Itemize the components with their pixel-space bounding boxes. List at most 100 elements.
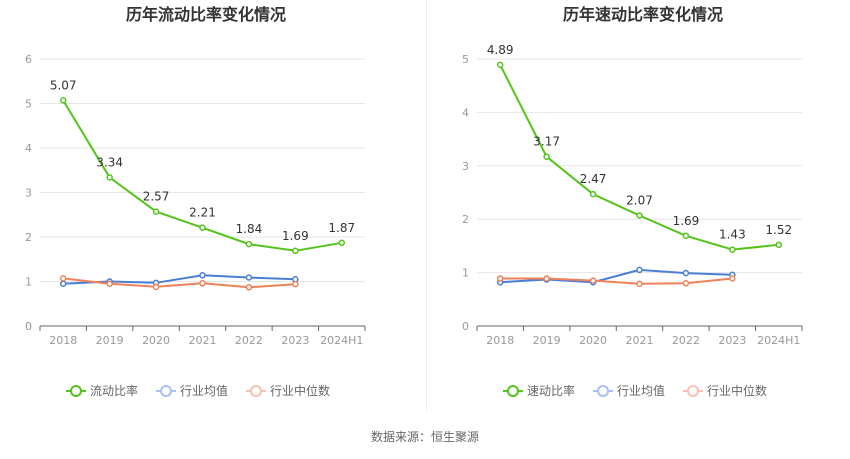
data-label: 1.43 [719,228,746,242]
y-tick-label: 0 [25,320,32,333]
legend-label: 行业均值 [617,383,665,398]
legend-item-3: 行业中位数 [683,383,767,398]
x-tick-label: 2023 [281,334,309,347]
y-tick-label: 5 [25,98,32,111]
data-label: 4.89 [487,43,514,57]
y-tick-label: 0 [462,320,469,333]
data-label: 1.69 [282,229,309,243]
y-tick-label: 1 [462,267,469,280]
data-point [59,280,67,287]
data-point [682,269,690,277]
data-label: 2.47 [580,172,607,186]
legend-item-2: 行业均值 [156,383,228,398]
data-point [589,277,597,284]
data-point [292,280,299,288]
data-label: 2.57 [143,190,170,204]
data-point [245,240,253,248]
x-tick-label: 2018 [49,334,77,347]
data-label: 1.87 [328,221,355,235]
data-label: 2.07 [626,193,653,207]
x-tick-label: 2021 [626,334,654,347]
data-label: 3.34 [96,155,123,169]
legend-label: 流动比率 [90,383,138,398]
y-tick-label: 6 [25,53,32,66]
x-tick-label: 2020 [142,334,170,347]
x-tick-label: 2022 [672,334,700,347]
x-tick-label: 2021 [189,334,217,347]
data-point [106,280,113,287]
data-point [59,275,67,282]
data-point [636,280,643,288]
data-point [106,174,113,181]
data-point [775,241,783,249]
data-label: 5.07 [50,78,77,92]
data-point [682,280,690,287]
data-point [496,275,504,282]
data-point [152,283,160,291]
x-tick-label: 2022 [235,334,263,347]
data-point [245,284,253,291]
current-ratio-chart: 历年流动比率变化情况 0 1 2 3 4 5 6 2018 2019 2020 2021 2022 202… [25,5,366,398]
x-tick-label: 2024H1 [320,334,363,347]
quick-ratio-chart: 历年速动比率变化情况 0 1 2 3 4 5 2018 2019 2020 2021 2022 2023… [462,5,803,398]
data-point [496,61,504,69]
y-tick-label: 5 [462,53,469,66]
data-point [245,274,253,281]
legend-item-1: 流动比率 [66,383,138,398]
data-point [59,97,67,104]
y-tick-label: 1 [25,276,32,289]
data-point [199,224,206,231]
y-tick-label: 3 [25,187,32,200]
data-point [636,212,643,219]
legend-swatch-marker [160,385,172,397]
data-point [152,208,160,215]
legend-item-3: 行业中位数 [246,383,330,398]
legend-item-1: 速动比率 [503,383,575,398]
data-label: 3.17 [533,135,560,149]
x-tick-label: 2024H1 [757,334,800,347]
data-point [682,232,690,240]
data-label: 1.69 [673,214,700,228]
data-point [199,272,206,279]
chart-divider [426,0,427,410]
data-source: 数据来源：恒生聚源 [370,430,479,444]
y-tick-label: 4 [462,106,469,119]
data-point [543,153,550,160]
y-tick-label: 2 [25,231,32,244]
data-point [292,247,299,255]
chart-title: 历年流动比率变化情况 [126,5,286,24]
y-tick-label: 2 [462,213,469,226]
data-point [729,246,736,253]
legend-item-2: 行业均值 [593,383,665,398]
series-line-1 [499,64,779,251]
series-line-3 [500,277,733,285]
data-label: 1.52 [765,223,792,237]
data-label: 2.21 [189,206,216,220]
legend-swatch-marker [507,385,519,397]
data-point [636,266,643,274]
legend-label: 行业中位数 [707,383,767,398]
data-point [543,275,550,282]
data-point [589,190,597,198]
data-label: 1.84 [236,222,263,236]
x-tick-label: 2018 [486,334,514,347]
data-point [199,280,206,287]
data-point [338,239,346,247]
y-tick-label: 3 [462,160,469,173]
legend-label: 行业均值 [180,383,228,398]
legend-swatch-marker [687,385,699,397]
x-tick-label: 2019 [96,334,124,347]
legend-swatch-marker [70,385,82,397]
x-tick-label: 2023 [718,334,746,347]
legend-swatch-marker [250,385,262,397]
series-line-2 [500,268,733,284]
data-point [729,275,736,282]
chart-title: 历年速动比率变化情况 [563,5,723,24]
x-tick-label: 2020 [579,334,607,347]
legend-label: 速动比率 [527,383,575,398]
legend-label: 行业中位数 [270,383,330,398]
series-line-3 [63,277,296,289]
legend-swatch-marker [597,385,609,397]
y-tick-label: 4 [25,142,32,155]
x-tick-label: 2019 [533,334,561,347]
